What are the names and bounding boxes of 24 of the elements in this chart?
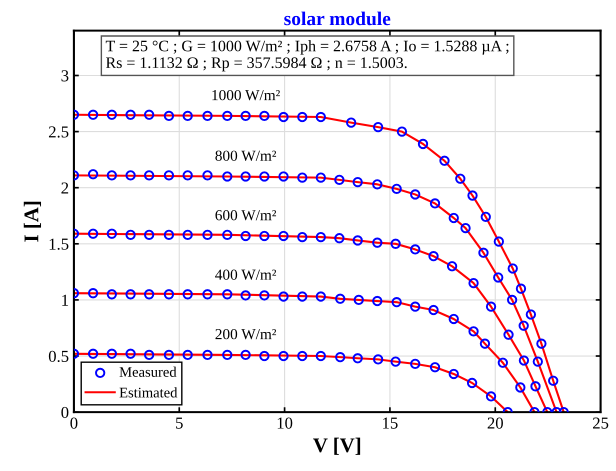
legend-label: Estimated: [120, 387, 178, 398]
y-axis-title: I [A]: [24, 202, 42, 242]
x-tick-label: 5: [176, 418, 183, 429]
y-tick-label: 0.5: [48, 350, 68, 362]
annotation: 200 W/m²: [215, 328, 276, 340]
x-tick-label: 10: [278, 417, 292, 429]
x-tick-label: 20: [488, 417, 503, 429]
chart-title: solar module: [284, 12, 390, 26]
x-axis-title: V [V]: [313, 438, 360, 455]
x-tick-label: 0: [70, 417, 78, 429]
x-tick-label: 15: [383, 418, 398, 429]
annotation: 800 W/m²: [215, 150, 276, 161]
annotation: T = 25 °C ; G = 1000 W/m² ; Iph = 2.6758 A ; Io = 1.5288 µA ; Rs = 1.1132 Ω ; Rp = 357.5984 Ω ; n = 1.5003.: [106, 40, 508, 72]
annotation: 1000 W/m²: [212, 90, 280, 100]
annotation: 400 W/m²: [215, 270, 276, 280]
y-tick-label: 3: [62, 70, 68, 82]
legend-label: Measured: [120, 366, 176, 377]
y-tick-label: 2: [61, 182, 68, 194]
x-tick-label: 25: [593, 418, 608, 429]
y-tick-label: 0: [61, 406, 68, 418]
y-tick-label: 1.5: [50, 238, 68, 250]
y-tick-label: 2.5: [48, 126, 68, 138]
annotation: 600 W/m²: [215, 210, 276, 220]
y-tick-label: 1: [62, 294, 68, 306]
